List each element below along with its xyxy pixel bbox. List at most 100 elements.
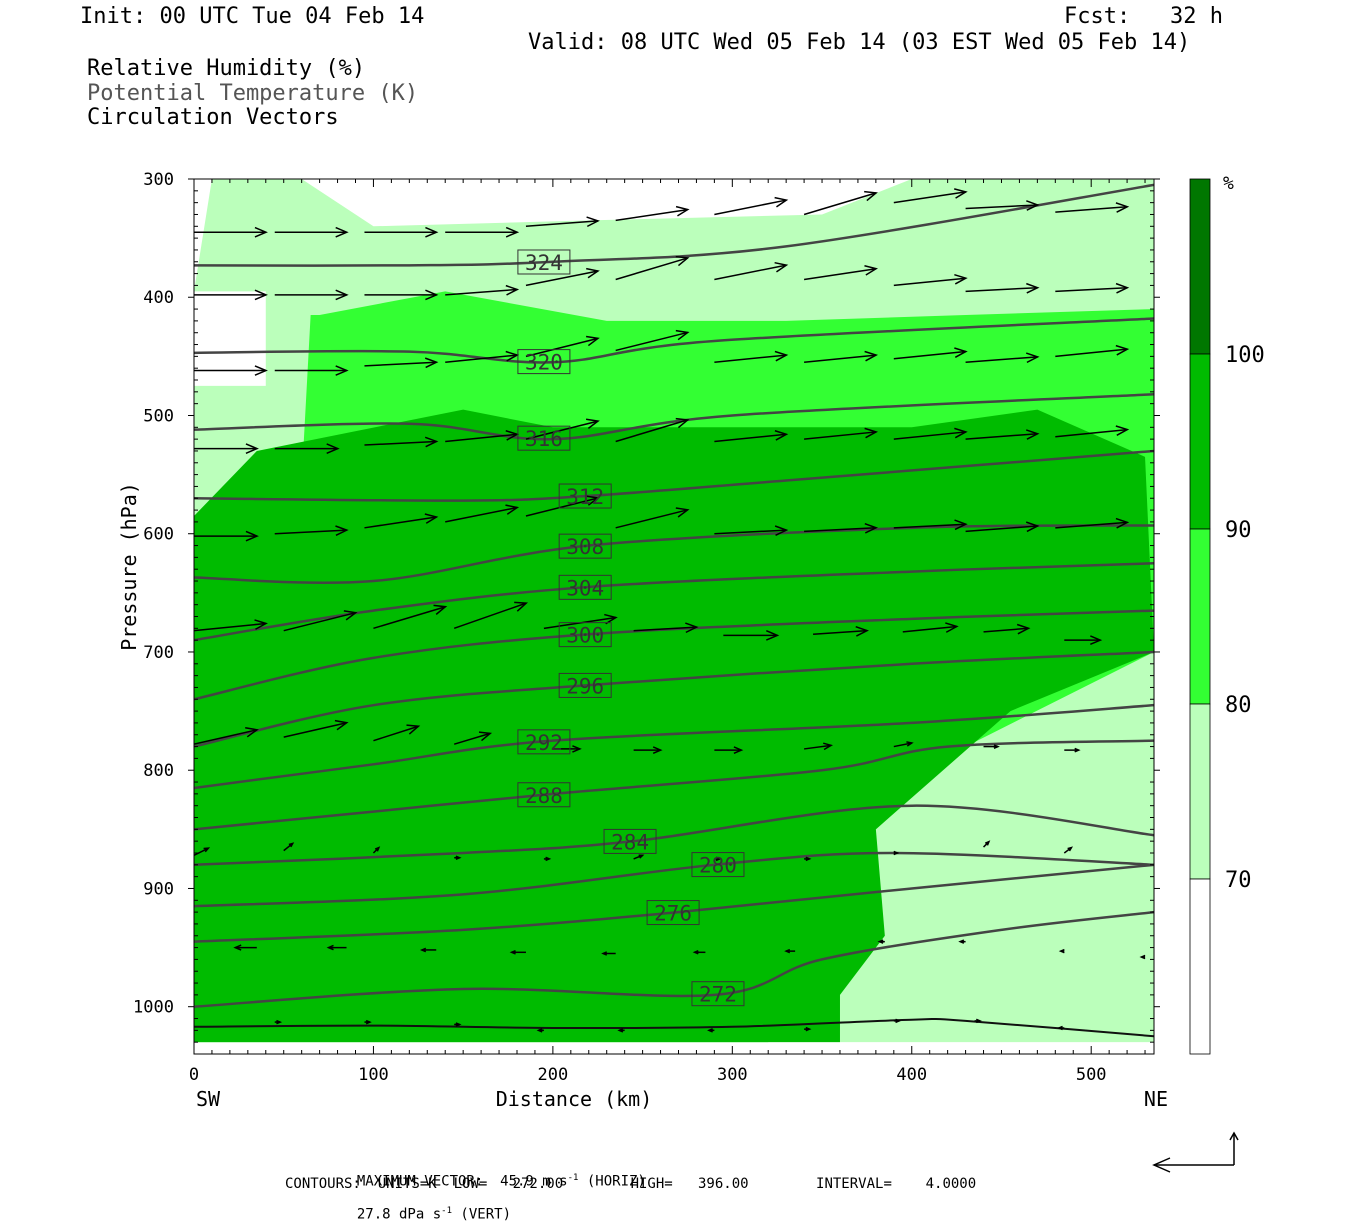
circulation-vector <box>1058 948 1065 954</box>
theta-contour-300 <box>194 609 1154 701</box>
theta-label: 272 <box>699 983 737 1007</box>
circulation-vector <box>453 601 529 630</box>
circulation-vector <box>1063 846 1074 854</box>
theta-label: 284 <box>611 830 649 854</box>
colorbar-segment <box>1189 528 1211 705</box>
circulation-vector <box>274 226 349 238</box>
theta-contour-320 <box>194 317 1154 364</box>
circulation-vector <box>194 443 259 454</box>
circulation-vector <box>877 939 885 944</box>
circulation-vector <box>445 226 520 238</box>
circulation-vector <box>893 1018 902 1024</box>
circulation-vector <box>965 429 1040 440</box>
theta-label: 296 <box>566 674 604 698</box>
endpoint-left-label: SW <box>196 1087 221 1111</box>
circulation-vector <box>194 530 259 542</box>
circulation-vector <box>419 947 437 953</box>
y-tick-label: 700 <box>143 643 174 663</box>
colorbar-label: 70 <box>1225 868 1252 893</box>
circulation-vector <box>194 726 259 745</box>
circulation-vector <box>445 284 520 296</box>
circulation-vector <box>692 950 706 955</box>
circulation-vector <box>615 417 690 443</box>
theta-label: 312 <box>566 485 604 509</box>
theta-label-box <box>558 483 612 509</box>
circulation-vector <box>364 226 439 238</box>
x-tick-label: 500 <box>1076 1065 1107 1085</box>
y-tick-label: 1000 <box>133 998 174 1018</box>
valid-time-label: Valid: 08 UTC Wed 05 Feb 14 (03 EST Wed … <box>528 30 1191 55</box>
theta-label-box <box>603 828 657 854</box>
circulation-vector <box>364 513 439 529</box>
circulation-vector <box>364 1019 372 1025</box>
theta-label: 276 <box>654 902 692 926</box>
circulation-vector <box>543 856 552 862</box>
circulation-vector <box>714 525 789 537</box>
x-tick-label: 100 <box>358 1065 389 1085</box>
circulation-vector <box>714 196 789 216</box>
colorbar-segment <box>1189 703 1211 880</box>
circulation-vector <box>364 289 439 301</box>
legend-title-vectors: Circulation Vectors <box>87 105 339 130</box>
circulation-vector <box>615 507 690 529</box>
circulation-vector <box>893 273 968 287</box>
circulation-vector <box>372 846 381 854</box>
circulation-vector <box>1055 282 1130 294</box>
theta-contour-312 <box>194 449 1154 502</box>
circulation-vector <box>983 623 1031 635</box>
circulation-vector <box>633 622 699 634</box>
circulation-vector <box>525 267 600 287</box>
circulation-vector <box>525 335 600 358</box>
circulation-vector <box>274 289 349 301</box>
theta-label: 320 <box>525 351 563 375</box>
circulation-vector <box>633 746 663 754</box>
theta-label: 316 <box>525 427 563 451</box>
colorbar-segment <box>1189 353 1211 530</box>
circulation-vector <box>525 418 600 440</box>
circulation-vector <box>804 427 879 440</box>
circulation-vector <box>803 190 878 216</box>
y-tick-label: 900 <box>143 879 174 899</box>
theta-label-box <box>517 782 571 808</box>
theta-contour-284 <box>194 804 1154 867</box>
circulation-vector <box>373 604 448 630</box>
theta-label-box <box>691 852 745 878</box>
surface-line <box>194 1017 1154 1038</box>
theta-label-box <box>558 672 612 698</box>
x-tick-label: 200 <box>538 1065 569 1085</box>
circulation-vector <box>965 200 1040 211</box>
circulation-vector <box>965 282 1040 294</box>
theta-label: 292 <box>525 731 563 755</box>
circulation-vector <box>283 719 349 738</box>
rh-fill-90-100 <box>194 409 1154 1043</box>
circulation-vector <box>274 443 340 454</box>
theta-contour-304 <box>194 562 1154 642</box>
circulation-vector <box>445 430 520 443</box>
theta-contour-288 <box>194 739 1154 831</box>
circulation-vector <box>552 745 582 753</box>
colorbar-segment <box>1189 178 1211 355</box>
theta-contour-308 <box>194 524 1154 585</box>
circulation-vector <box>707 1028 715 1033</box>
x-tick-label: 0 <box>189 1065 199 1085</box>
theta-contour-272 <box>194 910 1154 1008</box>
circulation-vector <box>194 289 268 301</box>
circulation-vector <box>714 350 789 364</box>
theta-label-box <box>646 900 700 926</box>
circulation-vector <box>804 522 879 534</box>
circulation-vector <box>283 610 358 632</box>
circulation-vector <box>1055 517 1130 529</box>
circulation-vector <box>714 430 789 443</box>
legend-title-rh: Relative Humidity (%) <box>87 56 366 81</box>
circulation-vector <box>714 261 789 281</box>
circulation-vector <box>893 427 968 440</box>
theta-label: 300 <box>566 624 604 648</box>
circulation-vector <box>813 626 869 637</box>
x-axis-label: Distance (km) <box>496 1087 653 1111</box>
theta-contour-292 <box>194 703 1154 790</box>
circulation-vector <box>445 350 520 364</box>
theta-label-box <box>517 425 571 451</box>
circulation-vector <box>803 264 878 281</box>
colorbar-label: 100 <box>1225 343 1265 368</box>
theta-label-box <box>517 249 571 275</box>
